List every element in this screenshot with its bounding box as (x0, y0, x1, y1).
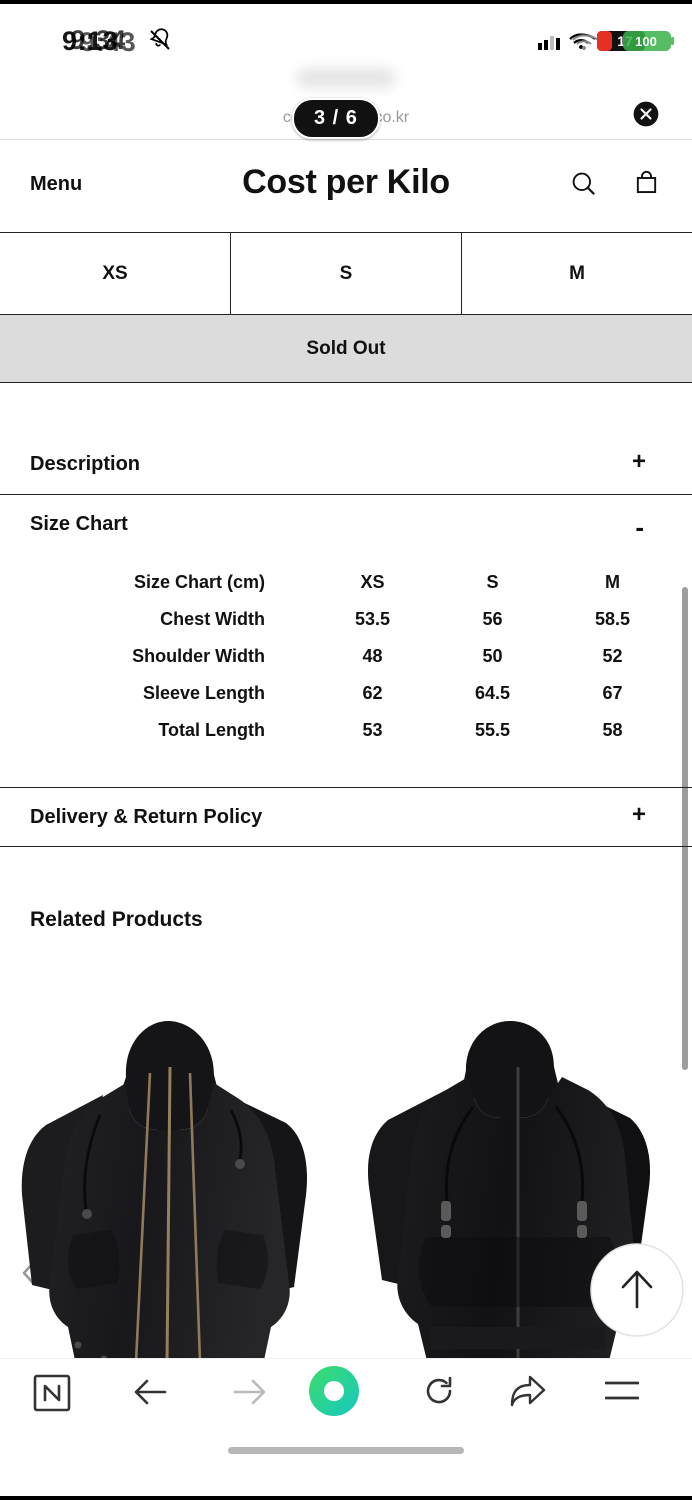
svg-text:100: 100 (635, 34, 657, 49)
